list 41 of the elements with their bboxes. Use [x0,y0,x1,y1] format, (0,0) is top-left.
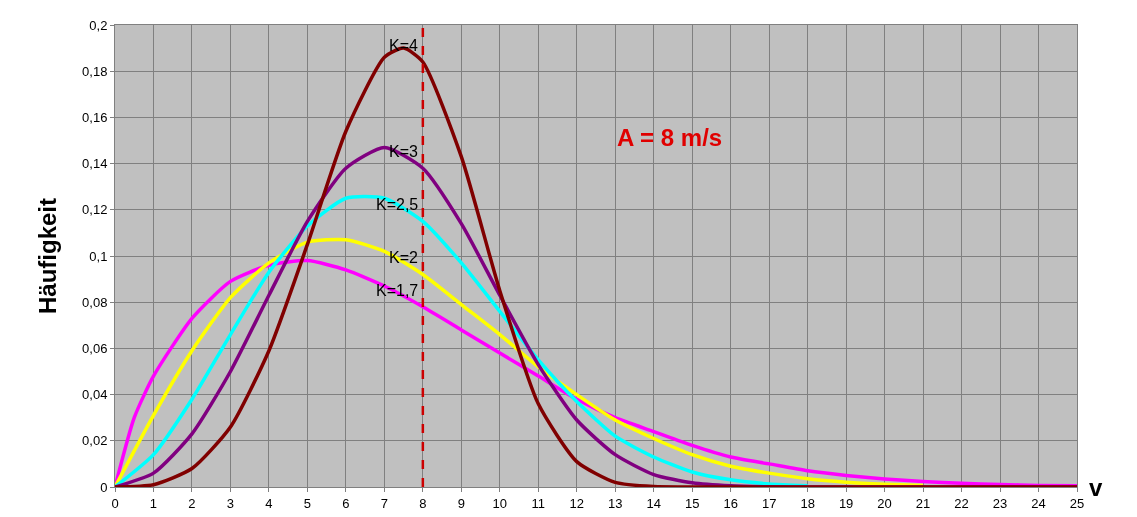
x-tick-label: 18 [800,495,815,511]
x-tick-label: 3 [226,495,235,511]
x-tick-label: 16 [723,495,738,511]
x-tick-label: 12 [569,495,584,511]
y-tick-label: 0,08 [82,294,108,310]
x-tick-label: 21 [915,495,931,511]
x-tick-label: 10 [492,495,508,511]
x-tick-label: 14 [646,495,661,511]
x-tick-label: 6 [342,495,350,511]
x-tick-label: 23 [992,495,1008,511]
x-tick-label: 13 [608,495,623,511]
y-tick-label: 0,06 [82,340,108,356]
x-tick-label: 24 [1031,495,1046,511]
x-tick-label: 25 [1069,495,1085,511]
x-tick-label: 20 [877,495,892,511]
x-tick-label: 8 [419,495,427,511]
x-tick-label: 7 [380,495,388,511]
y-axis-title: Häufigkeit [34,197,62,315]
x-tick-label: 11 [531,495,546,511]
x-axis-title: v [1089,474,1103,501]
y-tick-label: 0,2 [89,17,108,33]
y-tick-label: 0,04 [82,387,108,403]
y-tick-label: 0,02 [82,433,108,449]
x-tick-label: 0 [111,495,119,511]
y-tick-label: 0,14 [82,156,108,172]
line-series [115,237,925,487]
x-tick-label: 2 [188,495,196,511]
annotation: A = 8 m/s [617,124,723,151]
x-tick-label: 9 [457,495,465,511]
y-tick-label: 0 [100,479,108,495]
x-tick-label: 17 [761,495,777,511]
x-tick-label: 1 [149,495,158,511]
x-tick-label: 5 [303,495,312,511]
x-tick-label: 4 [265,495,273,511]
y-tick-label: 0,16 [82,109,108,125]
y-tick-label: 0,1 [89,248,108,264]
x-tick-label: 15 [684,495,700,511]
y-tick-label: 0,18 [82,63,108,79]
x-tick-label: 19 [838,495,854,511]
x-tick-label: 22 [954,495,969,511]
y-tick-label: 0,12 [82,202,108,218]
